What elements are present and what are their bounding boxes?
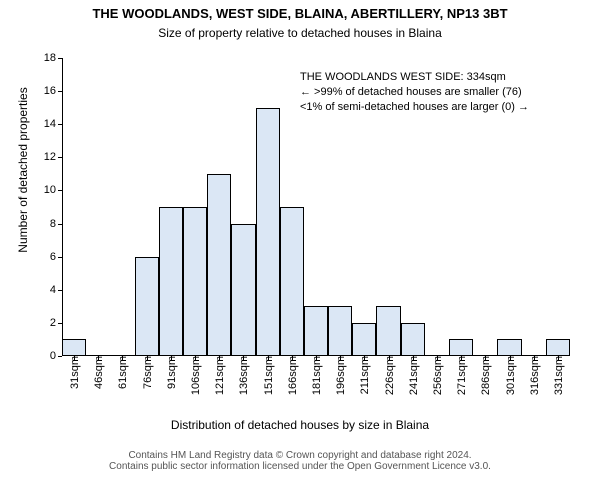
bar: [352, 323, 376, 356]
x-tick-label: 196sqm: [333, 356, 347, 395]
x-tick-label: 331sqm: [551, 356, 565, 395]
y-axis-label: Number of detached properties: [16, 40, 30, 300]
x-tick-label: 106sqm: [188, 356, 202, 395]
x-tick-label: 226sqm: [382, 356, 396, 395]
histogram-chart: THE WOODLANDS, WEST SIDE, BLAINA, ABERTI…: [0, 0, 600, 500]
bar: [256, 108, 280, 356]
annotation-line-1: THE WOODLANDS WEST SIDE: 334sqm: [300, 71, 506, 83]
y-tick-label: 8: [50, 218, 62, 230]
x-tick-label: 256sqm: [430, 356, 444, 395]
x-tick-label: 211sqm: [357, 356, 371, 394]
bar: [159, 207, 183, 356]
y-tick-label: 16: [44, 85, 62, 97]
x-tick-label: 241sqm: [406, 356, 420, 395]
bar: [449, 339, 473, 356]
bar: [546, 339, 570, 356]
y-tick-label: 4: [50, 284, 62, 296]
x-tick-label: 316sqm: [527, 356, 541, 395]
y-tick-label: 12: [44, 151, 62, 163]
footer-line-2: Contains public sector information licen…: [109, 461, 491, 472]
bar: [328, 306, 352, 356]
x-axis-label: Distribution of detached houses by size …: [0, 418, 600, 432]
chart-footer: Contains HM Land Registry data © Crown c…: [0, 450, 600, 472]
annotation-line-3: <1% of semi-detached houses are larger (…: [300, 101, 529, 113]
bar: [376, 306, 400, 356]
x-tick-label: 136sqm: [236, 356, 250, 395]
x-tick-label: 61sqm: [115, 356, 129, 389]
x-tick-label: 301sqm: [503, 356, 517, 395]
x-tick-label: 91sqm: [164, 356, 178, 389]
annotation: THE WOODLANDS WEST SIDE: 334sqm ← >99% o…: [300, 70, 529, 115]
bar: [62, 339, 86, 356]
y-tick-label: 2: [50, 317, 62, 329]
x-tick-label: 271sqm: [454, 356, 468, 395]
x-tick-label: 166sqm: [285, 356, 299, 395]
bar: [135, 257, 159, 356]
bar: [207, 174, 231, 356]
y-tick-label: 6: [50, 251, 62, 263]
chart-title: THE WOODLANDS, WEST SIDE, BLAINA, ABERTI…: [0, 6, 600, 21]
x-tick-label: 151sqm: [261, 356, 275, 395]
x-tick-label: 46sqm: [91, 356, 105, 389]
bar: [304, 306, 328, 356]
bar: [280, 207, 304, 356]
y-tick-label: 18: [44, 52, 62, 64]
x-tick-label: 286sqm: [478, 356, 492, 395]
y-tick-label: 10: [44, 184, 62, 196]
x-tick-label: 76sqm: [140, 356, 154, 389]
x-tick-label: 181sqm: [309, 356, 323, 395]
chart-subtitle: Size of property relative to detached ho…: [0, 26, 600, 40]
x-tick-label: 121sqm: [212, 356, 226, 395]
bar: [183, 207, 207, 356]
annotation-line-2: ← >99% of detached houses are smaller (7…: [300, 86, 522, 98]
bar: [231, 224, 255, 356]
x-tick-label: 31sqm: [67, 356, 81, 389]
footer-line-1: Contains HM Land Registry data © Crown c…: [128, 450, 471, 461]
y-tick-label: 14: [44, 118, 62, 130]
y-tick-label: 0: [50, 350, 62, 362]
bar: [497, 339, 521, 356]
bar: [401, 323, 425, 356]
